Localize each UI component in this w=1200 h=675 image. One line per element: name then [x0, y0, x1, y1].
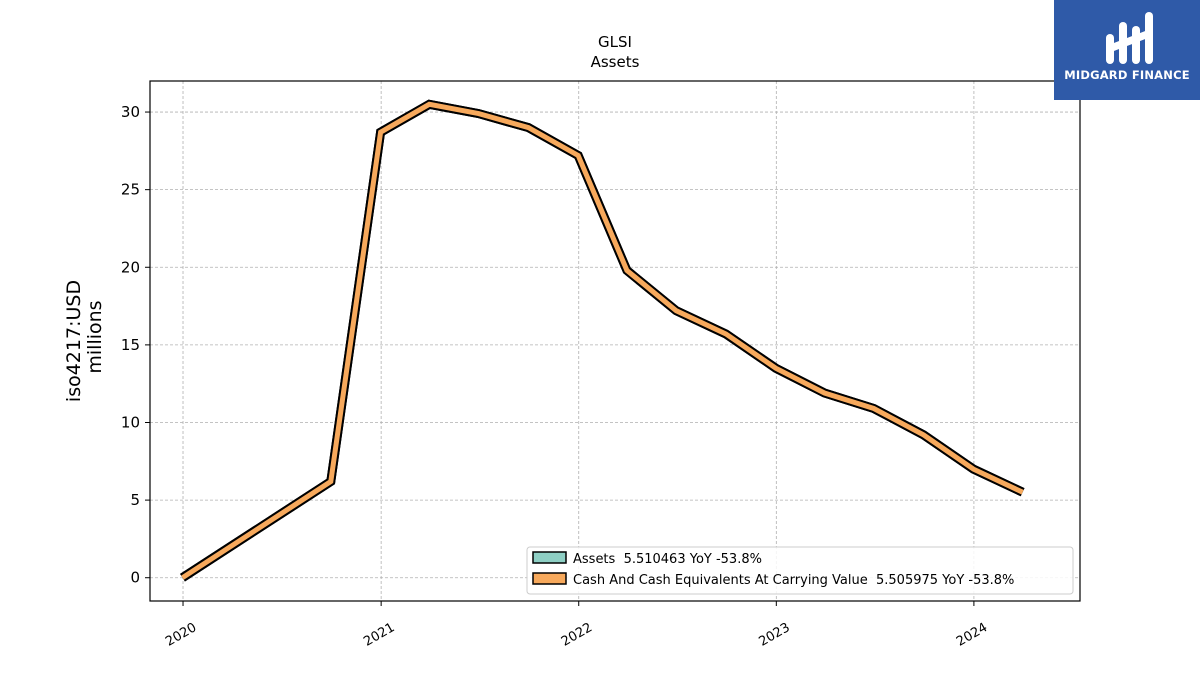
series-0-line	[181, 101, 1024, 580]
x-tick-label: 2021	[361, 620, 397, 650]
logo-mark-icon	[1106, 12, 1153, 64]
legend-label-cash: Cash And Cash Equivalents At Carrying Va…	[573, 573, 1014, 588]
brand-logo: MIDGARD FINANCE	[1054, 0, 1200, 100]
chart-title: GLSI	[598, 33, 632, 51]
x-tick-label: 2022	[559, 620, 595, 650]
series-1-line	[181, 101, 1024, 580]
x-tick-label: 2024	[954, 620, 990, 650]
y-tick-label: 25	[121, 181, 140, 199]
y-axis-label-line1: iso4217:USD	[63, 280, 85, 402]
y-tick-label: 0	[130, 569, 140, 587]
y-tick-label: 10	[121, 413, 140, 431]
legend-box	[526, 546, 1074, 595]
series-0-outline	[180, 99, 1025, 582]
y-tick-label: 20	[121, 258, 140, 276]
grid-lines	[150, 81, 1080, 601]
y-tick-label: 30	[121, 103, 140, 121]
y-tick-label: 5	[130, 491, 140, 509]
chart-subtitle: Assets	[591, 53, 640, 71]
legend-label-assets: Assets 5.510463 YoY -53.8%	[573, 552, 762, 567]
series-1-outline	[180, 99, 1025, 582]
x-tick-label: 2023	[756, 620, 792, 650]
y-axis-label-line2: millions	[84, 300, 106, 373]
y-tick-label: 15	[121, 336, 140, 354]
logo-text: MIDGARD FINANCE	[1064, 68, 1190, 82]
legend-swatch-assets	[532, 551, 567, 564]
plot-area-frame	[149, 80, 1081, 602]
legend: Assets 5.510463 YoY -53.8% Cash And Cash…	[526, 546, 1074, 595]
x-tick-label: 2020	[163, 620, 199, 650]
legend-swatch-cash	[532, 572, 567, 585]
series-lines	[180, 99, 1025, 582]
x-axis: 2020 2021 2022 2023 2024	[163, 601, 990, 650]
y-axis: 0 5 10 15 20 25 30	[121, 103, 150, 587]
